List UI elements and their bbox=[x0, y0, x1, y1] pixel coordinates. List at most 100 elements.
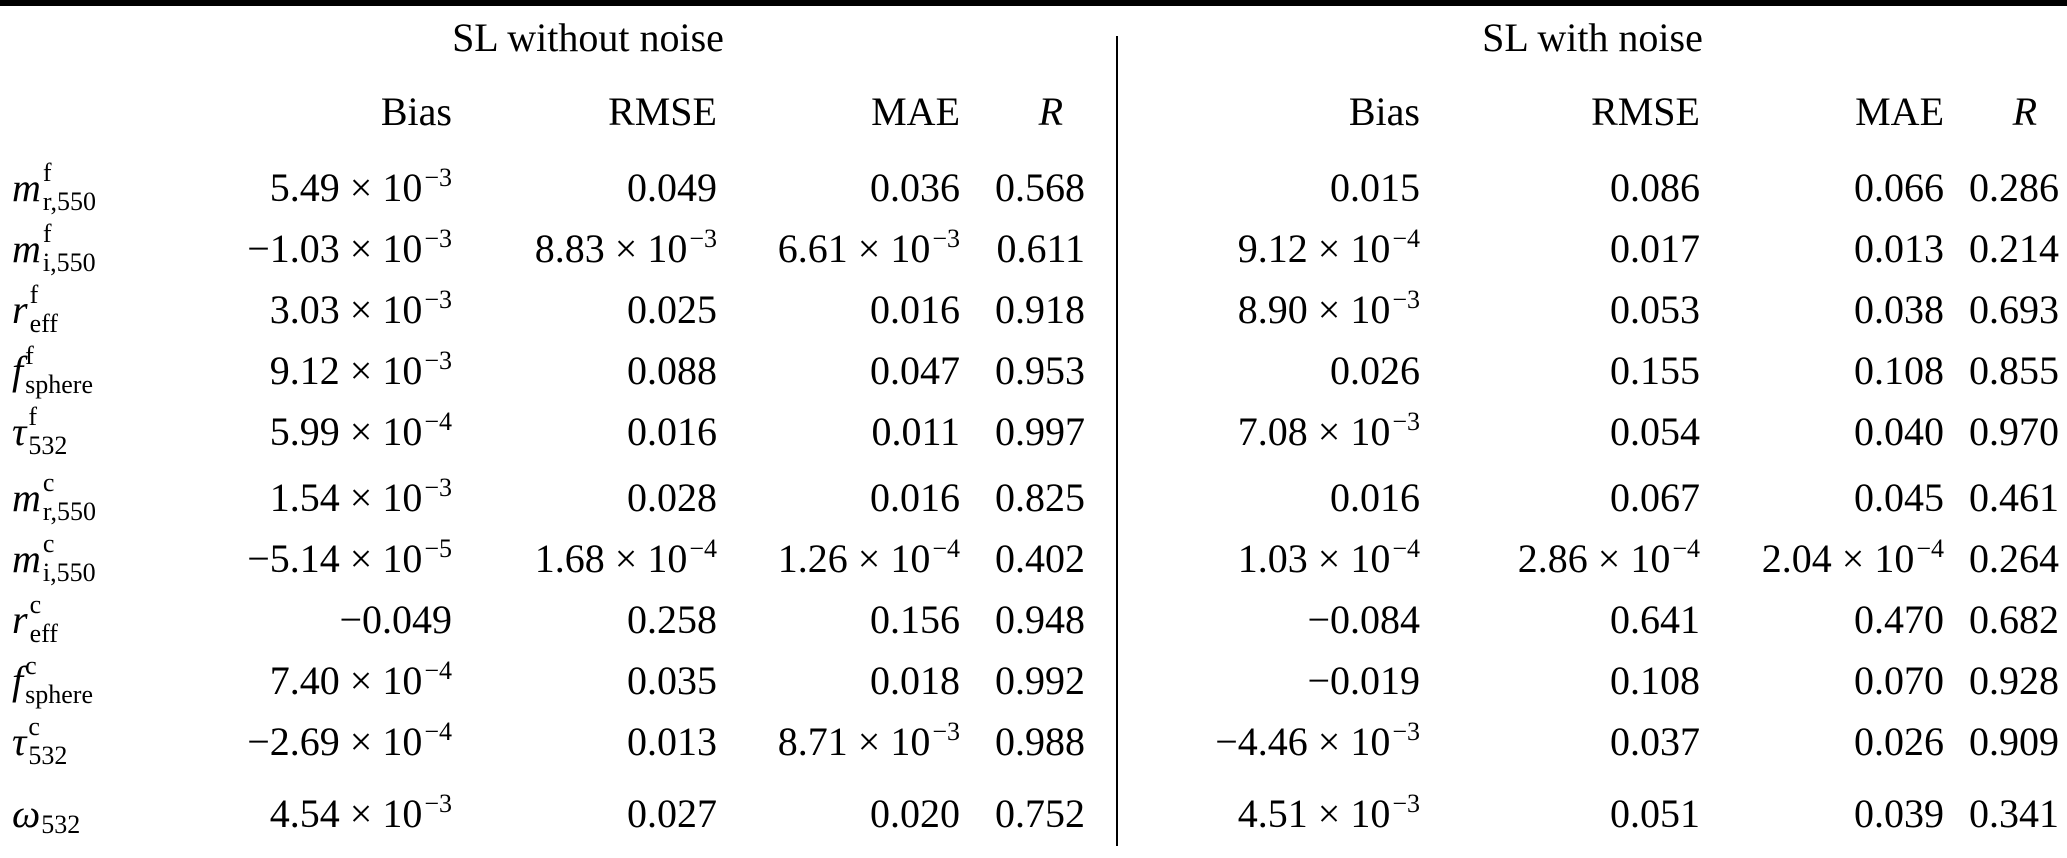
header-mae-right: MAE bbox=[1855, 88, 1944, 134]
section-fine-mode: m f r,550 5.49 × 10−3 0.049 0.036 0.568 0.015 0.… bbox=[0, 157, 2067, 462]
value-cell: 1.68 × 10−4 bbox=[534, 534, 717, 582]
table-row: f f sphere 9.12 × 10−3 0.088 0.047 0.953 0.026 0… bbox=[0, 340, 2067, 401]
value-cell: 0.641 bbox=[1610, 597, 1700, 642]
table-row: m c r,550 1.54 × 10−3 0.028 0.016 0.825 0.016 0.… bbox=[0, 467, 2067, 528]
value-cell: 0.264 bbox=[1969, 536, 2059, 581]
value-cell: 0.045 bbox=[1854, 475, 1944, 520]
value-cell: 0.992 bbox=[995, 658, 1085, 703]
value-cell: −2.69 × 10−4 bbox=[247, 717, 452, 765]
table-row: r f eff 3.03 × 10−3 0.025 0.016 0.918 8.90 × 10… bbox=[0, 279, 2067, 340]
value-cell: 8.83 × 10−3 bbox=[534, 224, 717, 272]
value-cell: 0.047 bbox=[870, 348, 960, 393]
value-cell: 0.040 bbox=[1854, 409, 1944, 454]
value-cell: 0.039 bbox=[1854, 790, 1944, 836]
value-cell: 0.997 bbox=[995, 409, 1085, 454]
value-cell: 0.693 bbox=[1969, 287, 2059, 332]
value-cell: 0.108 bbox=[1854, 348, 1944, 393]
value-cell: −0.084 bbox=[1307, 597, 1420, 642]
param-label: ω 532 bbox=[12, 790, 81, 839]
value-cell: 0.016 bbox=[1330, 475, 1420, 520]
table-row: m f i,550 −1.03 × 10−3 8.83 × 10−3 6.61 × 10−… bbox=[0, 218, 2067, 279]
value-cell: 0.086 bbox=[1610, 165, 1700, 210]
group-header-sl-without-noise: SL without noise bbox=[452, 14, 724, 60]
value-cell: 0.016 bbox=[627, 409, 717, 454]
table-row: τ f 532 5.99 × 10−4 0.016 0.011 0.997 7.08 × 10… bbox=[0, 401, 2067, 462]
value-cell: 0.053 bbox=[1610, 287, 1700, 332]
param-label: f f sphere bbox=[12, 341, 93, 399]
section-coarse-mode: m c r,550 1.54 × 10−3 0.028 0.016 0.825 0.016 0.… bbox=[0, 467, 2067, 772]
value-cell: −0.019 bbox=[1307, 658, 1420, 703]
param-label: m f i,550 bbox=[12, 219, 96, 277]
value-cell: 0.038 bbox=[1854, 287, 1944, 332]
value-cell: 2.86 × 10−4 bbox=[1517, 534, 1700, 582]
value-cell: 0.258 bbox=[627, 597, 717, 642]
value-cell: 0.988 bbox=[995, 719, 1085, 764]
value-cell: 0.037 bbox=[1610, 719, 1700, 764]
header-rmse-left: RMSE bbox=[608, 88, 717, 134]
value-cell: 9.12 × 10−4 bbox=[1237, 224, 1420, 272]
table-rule-bottom bbox=[0, 0, 2067, 6]
header-r-left: R bbox=[1038, 88, 1063, 134]
value-cell: 5.49 × 10−3 bbox=[269, 163, 452, 211]
value-cell: 0.016 bbox=[870, 287, 960, 332]
value-cell: 4.54 × 10−3 bbox=[269, 788, 452, 836]
param-label: τ f 532 bbox=[12, 402, 68, 460]
value-cell: 0.214 bbox=[1969, 226, 2059, 271]
value-cell: 0.088 bbox=[627, 348, 717, 393]
value-cell: 0.013 bbox=[1854, 226, 1944, 271]
value-cell: −0.049 bbox=[339, 597, 452, 642]
value-cell: 0.156 bbox=[870, 597, 960, 642]
value-cell: 0.028 bbox=[627, 475, 717, 520]
value-cell: 0.070 bbox=[1854, 658, 1944, 703]
value-cell: 8.71 × 10−3 bbox=[777, 717, 960, 765]
header-rmse-right: RMSE bbox=[1591, 88, 1700, 134]
value-cell: 5.99 × 10−4 bbox=[269, 407, 452, 455]
table-row: m f r,550 5.49 × 10−3 0.049 0.036 0.568 0.015 0.… bbox=[0, 157, 2067, 218]
group-header-row: SL without noise SL with noise bbox=[0, 8, 2067, 66]
value-cell: 1.03 × 10−4 bbox=[1237, 534, 1420, 582]
value-cell: 0.108 bbox=[1610, 658, 1700, 703]
value-cell: 0.026 bbox=[1854, 719, 1944, 764]
value-cell: 0.568 bbox=[995, 165, 1085, 210]
value-cell: 0.013 bbox=[627, 719, 717, 764]
value-cell: 0.402 bbox=[995, 536, 1085, 581]
table-row: r c eff −0.049 0.258 0.156 0.948 −0.084 0.641 0.4… bbox=[0, 589, 2067, 650]
value-cell: 6.61 × 10−3 bbox=[777, 224, 960, 272]
value-cell: −4.46 × 10−3 bbox=[1215, 717, 1420, 765]
value-cell: 0.470 bbox=[1854, 597, 1944, 642]
param-label: m c r,550 bbox=[12, 468, 97, 526]
value-cell: 0.016 bbox=[870, 475, 960, 520]
param-label: r f eff bbox=[12, 280, 58, 338]
param-label: m f r,550 bbox=[12, 158, 97, 216]
value-cell: 0.025 bbox=[627, 287, 717, 332]
value-cell: 1.26 × 10−4 bbox=[777, 534, 960, 582]
param-label: m c i,550 bbox=[12, 529, 96, 587]
value-cell: 0.011 bbox=[871, 409, 960, 454]
value-cell: 0.341 bbox=[1969, 790, 2059, 836]
value-cell: 7.40 × 10−4 bbox=[269, 656, 452, 704]
param-label: f c sphere bbox=[12, 651, 93, 709]
param-label: r c eff bbox=[12, 590, 58, 648]
value-cell: 0.036 bbox=[870, 165, 960, 210]
value-cell: 4.51 × 10−3 bbox=[1237, 788, 1420, 836]
value-cell: 0.825 bbox=[995, 475, 1085, 520]
value-cell: 0.611 bbox=[996, 226, 1085, 271]
value-cell: 9.12 × 10−3 bbox=[269, 346, 452, 394]
value-cell: 0.953 bbox=[995, 348, 1085, 393]
value-cell: 0.918 bbox=[995, 287, 1085, 332]
group-header-sl-with-noise: SL with noise bbox=[1482, 14, 1703, 60]
value-cell: 3.03 × 10−3 bbox=[269, 285, 452, 333]
value-cell: 0.970 bbox=[1969, 409, 2059, 454]
header-bias-right: Bias bbox=[1348, 88, 1420, 134]
value-cell: 0.018 bbox=[870, 658, 960, 703]
header-r-right: R bbox=[2012, 88, 2037, 134]
vertical-column-divider bbox=[1116, 36, 1118, 846]
table-row: τ c 532 −2.69 × 10−4 0.013 8.71 × 10−3 0.988 −4… bbox=[0, 711, 2067, 772]
value-cell: 0.035 bbox=[627, 658, 717, 703]
value-cell: −5.14 × 10−5 bbox=[247, 534, 452, 582]
value-cell: 0.682 bbox=[1969, 597, 2059, 642]
table-row: f c sphere 7.40 × 10−4 0.035 0.018 0.992 −0.019… bbox=[0, 650, 2067, 711]
value-cell: 0.752 bbox=[995, 790, 1085, 836]
value-cell: 7.08 × 10−3 bbox=[1237, 407, 1420, 455]
value-cell: 0.286 bbox=[1969, 165, 2059, 210]
